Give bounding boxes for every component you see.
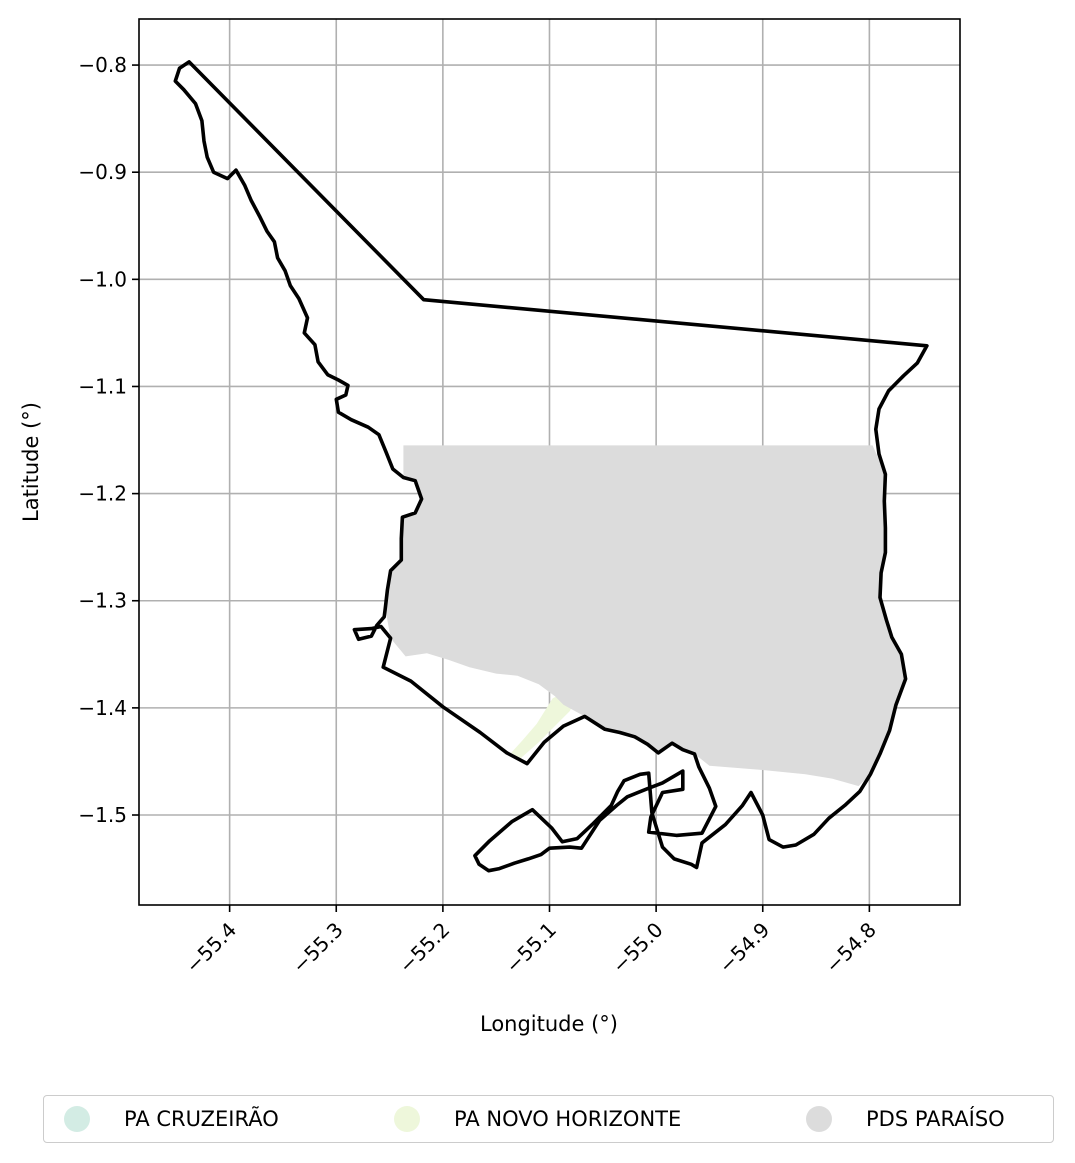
x-tick-label: −55.4 (181, 918, 241, 978)
x-tick-label: −54.8 (821, 918, 881, 978)
legend-marker-icon (394, 1106, 420, 1132)
x-tick-label: −55.3 (287, 918, 347, 978)
area-pa-novo-horizonte (511, 692, 576, 759)
y-tick-label: −1.1 (78, 374, 127, 398)
x-tick-label: −55.1 (501, 918, 561, 978)
y-axis-ticks: −0.8 −0.9 −1.0 −1.1 −1.2 −1.3 −1.4 −1.5 (78, 53, 139, 827)
y-tick-label: −1.0 (78, 267, 127, 291)
legend-item: PA NOVO HORIZONTE (394, 1096, 681, 1142)
settlement-boundary (173, 60, 929, 873)
legend-label: PA CRUZEIRÃO (124, 1107, 279, 1131)
legend-label: PDS PARAÍSO (866, 1107, 1005, 1131)
x-tick-label: −55.0 (607, 918, 667, 978)
y-tick-label: −1.3 (78, 589, 127, 613)
y-tick-label: −0.8 (78, 53, 127, 77)
x-tick-label: −55.2 (394, 918, 454, 978)
x-axis-ticks: −55.4 −55.3 −55.2 −55.1 −55.0 −54.9 −54.8 (181, 905, 881, 978)
area-pds-para-so (385, 445, 906, 787)
x-axis-title: Longitude (°) (480, 1012, 618, 1036)
y-axis-title: Latitude (°) (19, 402, 43, 522)
y-tick-label: −1.5 (78, 803, 127, 827)
area-polygons (385, 445, 906, 787)
legend-marker-icon (64, 1106, 90, 1132)
x-tick-label: −54.9 (714, 918, 774, 978)
y-tick-label: −1.4 (78, 696, 127, 720)
legend-item: PDS PARAÍSO (806, 1096, 1005, 1142)
legend-label: PA NOVO HORIZONTE (454, 1107, 682, 1131)
legend: PA CRUZEIRÃO PA NOVO HORIZONTE PDS PARAÍSO (43, 1095, 1054, 1143)
y-tick-label: −1.2 (78, 482, 127, 506)
map-plot: −55.4 −55.3 −55.2 −55.1 −55.0 −54.9 −54.8 −0.8… (19, 18, 961, 1036)
legend-marker-icon (806, 1106, 832, 1132)
y-tick-label: −0.9 (78, 160, 127, 184)
boundary-outline (173, 60, 929, 873)
legend-item: PA CRUZEIRÃO (64, 1096, 279, 1142)
